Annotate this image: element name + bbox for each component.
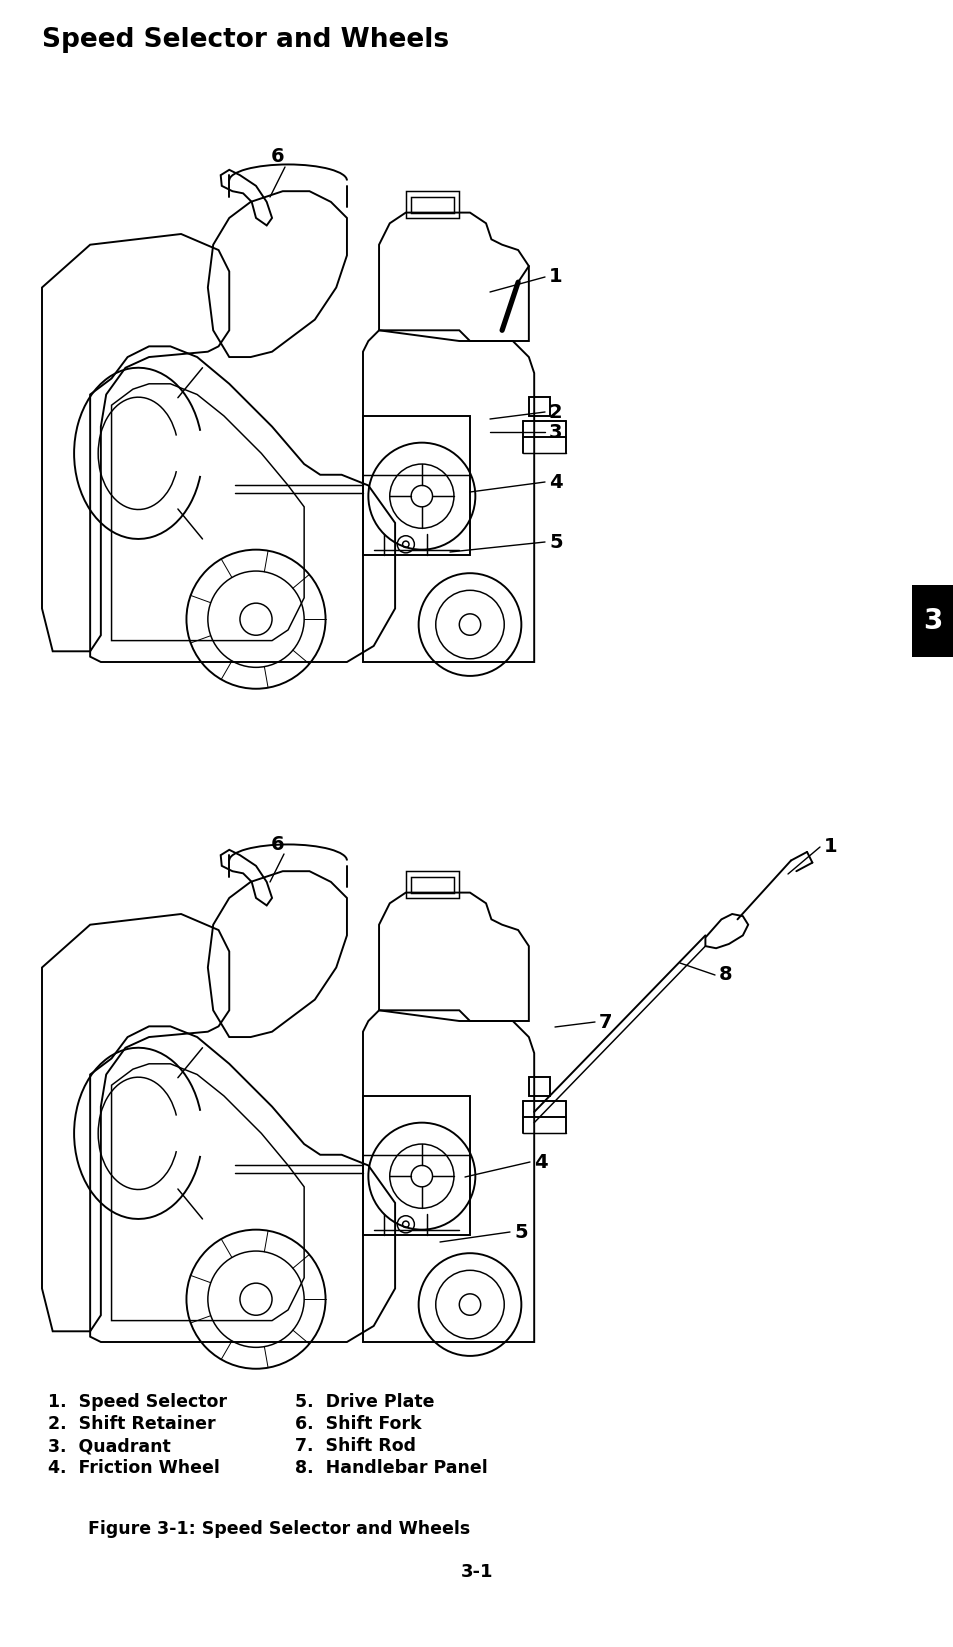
Text: 3.  Quadrant: 3. Quadrant: [48, 1436, 171, 1454]
Bar: [528, 397, 550, 417]
Text: 1: 1: [548, 267, 562, 287]
Bar: [363, 417, 470, 555]
Text: 7: 7: [598, 1013, 612, 1031]
Text: 2: 2: [548, 402, 562, 422]
Text: 1.  Speed Selector: 1. Speed Selector: [48, 1393, 227, 1411]
Text: 5: 5: [514, 1222, 527, 1242]
Text: 5: 5: [548, 532, 562, 552]
Text: 2.  Shift Retainer: 2. Shift Retainer: [48, 1415, 215, 1433]
Text: 8: 8: [719, 965, 732, 985]
Text: 4: 4: [548, 473, 562, 491]
Text: Figure 3-1: Speed Selector and Wheels: Figure 3-1: Speed Selector and Wheels: [88, 1520, 470, 1538]
Text: 3: 3: [548, 423, 562, 441]
Text: 3: 3: [923, 608, 942, 636]
Text: 6: 6: [271, 835, 284, 853]
Text: 5.  Drive Plate: 5. Drive Plate: [294, 1393, 434, 1411]
Bar: [405, 191, 458, 217]
Bar: [411, 876, 454, 893]
Text: 4.  Friction Wheel: 4. Friction Wheel: [48, 1459, 219, 1477]
Text: 7.  Shift Rod: 7. Shift Rod: [294, 1436, 416, 1454]
Text: 3-1: 3-1: [460, 1563, 493, 1581]
Text: 1: 1: [823, 838, 837, 856]
Bar: [363, 1095, 470, 1235]
Bar: [405, 871, 458, 898]
Bar: [528, 1077, 550, 1095]
Text: 6: 6: [271, 148, 284, 166]
Text: 8.  Handlebar Panel: 8. Handlebar Panel: [294, 1459, 487, 1477]
Bar: [411, 196, 454, 212]
Text: 6.  Shift Fork: 6. Shift Fork: [294, 1415, 421, 1433]
Bar: [911, 585, 953, 657]
Text: Speed Selector and Wheels: Speed Selector and Wheels: [42, 26, 449, 53]
Text: 4: 4: [534, 1153, 547, 1171]
